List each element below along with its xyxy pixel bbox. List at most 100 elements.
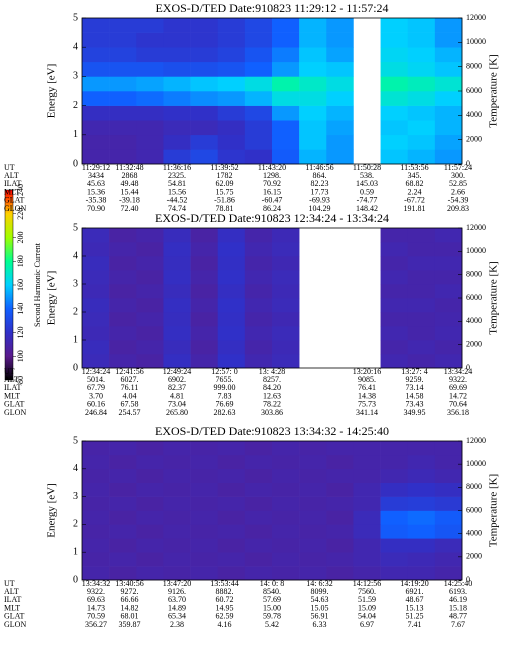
ephemeris-value: 15.44 [121, 187, 139, 196]
heatmap-cell [272, 468, 300, 483]
colorbar-tick-label: 200 [16, 232, 25, 244]
heatmap-cell [380, 312, 409, 327]
heatmap-cell [353, 468, 381, 483]
heatmap-cell [434, 552, 463, 567]
heatmap-cell [244, 441, 273, 456]
ephemeris-row-label: ALT [4, 171, 19, 180]
colorbar-tick-label: 180 [16, 255, 25, 267]
ephemeris-value: 538. [360, 171, 374, 180]
ephemeris-value: 82.37 [168, 383, 186, 392]
y-tick-label: 3 [73, 491, 78, 502]
heatmap-cell [326, 18, 354, 33]
ephemeris-value: 145.03 [356, 179, 378, 188]
ephemeris-value: 15.56 [168, 187, 186, 196]
ephemeris-value: 209.83 [447, 204, 469, 213]
heatmap-cell [109, 524, 137, 539]
ephemeris-value: 51.25 [406, 612, 424, 621]
y2-tick-label: 12000 [466, 13, 486, 22]
ephemeris-value: 49.48 [121, 179, 139, 188]
ephemeris-value: 4.04 [123, 391, 137, 400]
ephemeris-value: 14: 6:32 [306, 579, 332, 588]
heatmap-cell [326, 61, 354, 77]
colorbar-tick-label: 80 [16, 376, 25, 384]
ephemeris-value: 75.73 [358, 400, 376, 409]
heatmap-cell [136, 326, 164, 341]
ephemeris-value: 60.16 [87, 400, 105, 409]
heatmap-cell [82, 441, 110, 456]
ephemeris-value: 6027. [121, 375, 139, 384]
heatmap-cell [190, 242, 219, 257]
heatmap-cell [109, 538, 137, 553]
y2-tick-label: 10000 [466, 246, 486, 255]
heatmap-cell [109, 120, 137, 136]
ephemeris-value: 15.09 [358, 603, 376, 612]
ephemeris-value: 148.42 [356, 204, 378, 213]
ephemeris-value: 76.11 [121, 383, 139, 392]
heatmap-cell [190, 61, 219, 77]
heatmap-cell [190, 120, 219, 136]
y2-tick-label: 6000 [466, 505, 482, 514]
heatmap-cell [217, 242, 246, 257]
y-tick-label: 1 [73, 334, 78, 345]
heatmap-cell [353, 566, 381, 581]
heatmap-cell [82, 510, 110, 525]
heatmap-cell [353, 524, 381, 539]
heatmap-cell [190, 134, 219, 150]
heatmap-cell [272, 149, 300, 165]
heatmap-cell [136, 538, 164, 553]
heatmap-cell [136, 454, 164, 470]
heatmap-cell [299, 538, 327, 553]
heatmap-cell [82, 18, 110, 33]
heatmap-cell [244, 18, 273, 33]
heatmap-cell [407, 482, 436, 497]
heatmap-cell [299, 524, 327, 539]
heatmap-cell [163, 61, 191, 77]
ephemeris-value: 265.80 [166, 408, 188, 417]
heatmap-cell [272, 228, 300, 243]
ephemeris-value: 9259. [406, 375, 424, 384]
heatmap-cell [380, 566, 409, 581]
heatmap-cell [326, 482, 354, 497]
heatmap-cell [136, 270, 164, 285]
ephemeris-value: 15.75 [216, 187, 234, 196]
heatmap-cell [407, 468, 436, 483]
heatmap-cell [380, 61, 409, 77]
colorbar-tick-label: 160 [16, 279, 25, 291]
colorbar [4, 189, 14, 381]
heatmap-cell [434, 149, 463, 165]
heatmap-cell [407, 76, 436, 92]
heatmap-cell [244, 120, 273, 136]
ephemeris-value: 9272. [121, 587, 139, 596]
heatmap-cell [163, 298, 191, 313]
heatmap-cell [407, 524, 436, 539]
ephemeris-value: 14:25:40 [444, 579, 472, 588]
heatmap-cell [190, 284, 219, 299]
heatmap-cell [217, 454, 246, 470]
heatmap-cell [109, 441, 137, 456]
heatmap-cell [380, 134, 409, 150]
heatmap-cell [407, 120, 436, 136]
ephemeris-value: 303.86 [261, 408, 283, 417]
heatmap-cell [163, 482, 191, 497]
heatmap-cell [163, 454, 191, 470]
ephemeris-value: 11:57:24 [444, 163, 472, 172]
heatmap-cell [407, 256, 436, 271]
heatmap-cell [407, 284, 436, 299]
heatmap-cell [163, 47, 191, 63]
ephemeris-value: 68.01 [121, 612, 139, 621]
heatmap-cell [217, 134, 246, 150]
heatmap-cell [217, 284, 246, 299]
ephemeris-value: 8099. [311, 587, 329, 596]
heatmap-cell [380, 354, 409, 369]
heatmap-cell [434, 134, 463, 150]
y2-tick-label: 8000 [466, 482, 482, 491]
heatmap-cell [109, 270, 137, 285]
y2-tick-label: 6000 [466, 86, 482, 95]
ephemeris-value: 78.22 [263, 400, 281, 409]
heatmap-cell [326, 524, 354, 539]
ephemeris-value: 11:46:56 [305, 163, 333, 172]
ephemeris-value: 16.15 [263, 187, 281, 196]
heatmap-cell [136, 47, 164, 63]
heatmap-cell [136, 284, 164, 299]
heatmap-cell [82, 76, 110, 92]
